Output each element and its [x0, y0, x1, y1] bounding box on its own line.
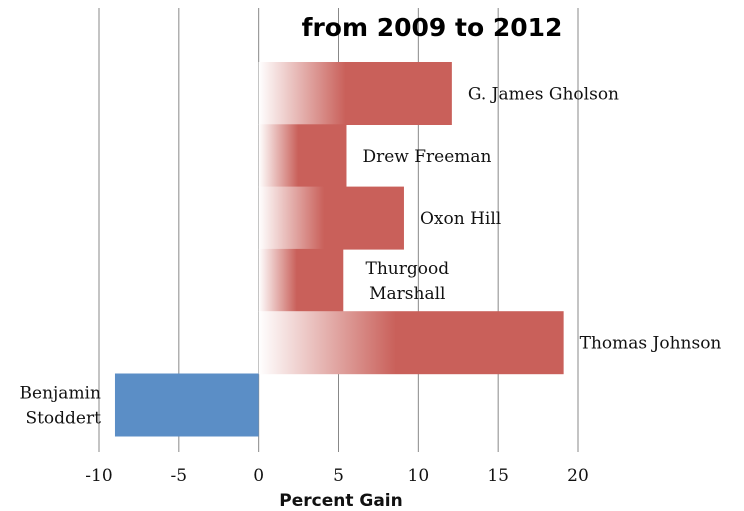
x-tick-label-0: -10 [85, 466, 112, 486]
x-tick-label-3: 5 [333, 466, 344, 486]
category-label-1: Drew Freeman [362, 147, 491, 167]
x-tick-label-2: 0 [253, 466, 264, 486]
x-tick-label-4: 10 [408, 466, 430, 486]
category-label-0: G. James Gholson [468, 85, 619, 105]
category-label-5: Benjamin Stoddert [20, 384, 102, 429]
bar-3 [258, 248, 344, 312]
bar-4 [258, 311, 564, 375]
category-labels: G. James Gholson Drew Freeman Oxon Hill Thu… [20, 85, 722, 429]
x-tick-label-1: -5 [171, 466, 188, 486]
x-tick-label-6: 20 [567, 466, 589, 486]
bar-1 [258, 124, 347, 188]
x-axis-title: Percent Gain [279, 491, 402, 511]
x-axis-ticks: -10 -5 0 5 10 15 20 [85, 466, 589, 486]
bars [114, 62, 564, 437]
bar-5 [114, 373, 259, 437]
category-label-3: Thurgood Marshall [365, 259, 449, 304]
bar-2 [258, 186, 404, 250]
x-tick-label-5: 15 [487, 466, 509, 486]
category-label-2: Oxon Hill [420, 209, 501, 229]
category-label-4: Thomas Johnson [580, 334, 722, 354]
chart-title: from 2009 to 2012 [302, 13, 563, 42]
bar-0 [258, 62, 452, 125]
